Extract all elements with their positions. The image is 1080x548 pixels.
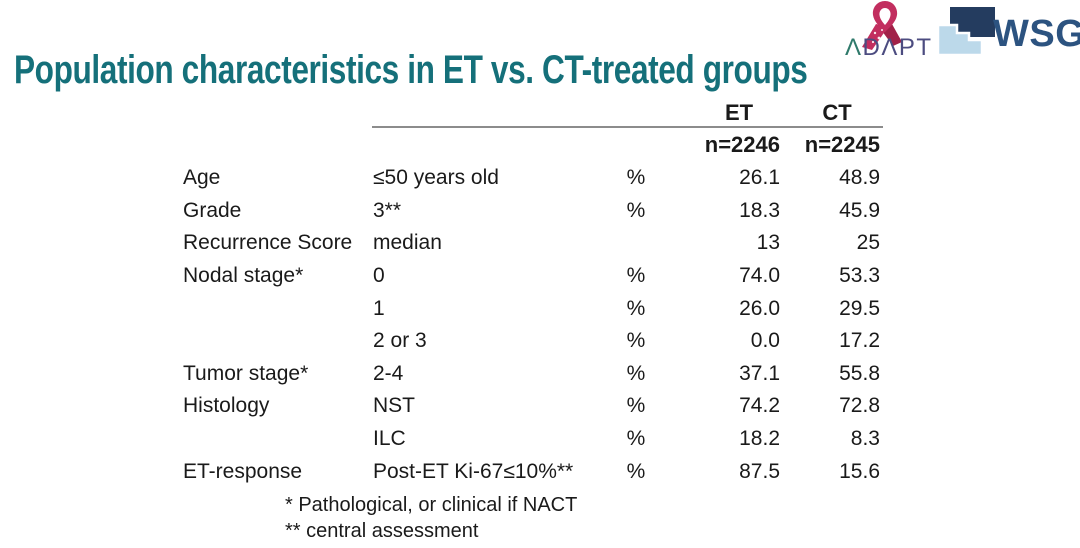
- row-unit: %: [626, 394, 646, 418]
- table-row: ET-response Post-ET Ki-67≤10%** % 87.5 1…: [183, 455, 883, 488]
- row-category: 1: [373, 296, 385, 320]
- wsg-logo: WSG: [935, 0, 1080, 62]
- wsg-overlapping-squares-icon: [936, 7, 995, 57]
- row-category: 2-4: [373, 361, 404, 385]
- row-category: 3**: [373, 198, 402, 222]
- row-ct-value: 55.8: [839, 361, 880, 385]
- row-et-value: 18.3: [739, 198, 780, 222]
- table-row: ILC % 18.2 8.3: [183, 423, 883, 456]
- table-group-header-row: ET CT: [183, 99, 883, 126]
- table-row: 1 % 26.0 29.5: [183, 292, 883, 325]
- table-row: Histology NST % 74.2 72.8: [183, 390, 883, 423]
- row-characteristic: Histology: [183, 394, 270, 418]
- row-unit: %: [626, 427, 646, 451]
- table-row: Grade 3** % 18.3 45.9: [183, 195, 883, 228]
- footnote-pathological: * Pathological, or clinical if NACT: [285, 494, 578, 516]
- row-et-value: 13: [756, 231, 780, 255]
- row-et-value: 74.2: [739, 394, 780, 418]
- adapt-logo-first-letter: Λ: [845, 34, 863, 61]
- row-et-value: 37.1: [739, 361, 780, 385]
- column-header-et: ET: [724, 99, 754, 125]
- row-category: ≤50 years old: [373, 166, 499, 190]
- row-et-value: 74.0: [739, 264, 780, 288]
- row-ct-value: 15.6: [839, 459, 880, 483]
- table-row: Tumor stage* 2-4 % 37.1 55.8: [183, 358, 883, 391]
- wsg-logo-text: WSG: [993, 13, 1080, 55]
- footnotes: * Pathological, or clinical if NACT ** c…: [285, 492, 577, 544]
- row-characteristic: Recurrence Score: [183, 231, 353, 255]
- header-rule: [372, 126, 883, 128]
- row-ct-value: 48.9: [839, 166, 880, 190]
- row-unit: %: [626, 198, 646, 222]
- row-ct-value: 72.8: [839, 394, 880, 418]
- row-category: 0: [373, 264, 385, 288]
- row-characteristic: Age: [183, 166, 221, 190]
- row-unit: %: [626, 166, 646, 190]
- row-characteristic: Tumor stage*: [183, 361, 309, 385]
- row-ct-value: 8.3: [850, 427, 880, 451]
- row-et-value: 26.0: [739, 296, 780, 320]
- footnote-central-assessment: ** central assessment: [285, 520, 479, 542]
- row-et-value: 18.2: [739, 427, 780, 451]
- row-characteristic: Grade: [183, 198, 242, 222]
- row-ct-value: 25: [856, 231, 880, 255]
- adapt-logo-text: ΛDΛPT: [845, 36, 933, 60]
- adapt-logo-rest: DΛPT: [862, 34, 933, 61]
- row-category: Post-ET Ki-67≤10%**: [373, 459, 574, 483]
- column-n-ct: n=2245: [804, 132, 880, 157]
- page-title: Population characteristics in ET vs. CT-…: [14, 48, 808, 92]
- table-row: 2 or 3 % 0.0 17.2: [183, 325, 883, 358]
- row-ct-value: 29.5: [839, 296, 880, 320]
- row-ct-value: 53.3: [839, 264, 880, 288]
- column-n-et: n=2246: [704, 132, 780, 157]
- row-category: median: [373, 231, 442, 255]
- row-category: NST: [373, 394, 415, 418]
- awareness-ribbon-icon: [862, 1, 902, 50]
- row-ct-value: 45.9: [839, 198, 880, 222]
- row-category: 2 or 3: [373, 329, 427, 353]
- row-et-value: 87.5: [739, 459, 780, 483]
- adapt-logo: ΛDΛPT: [845, 0, 940, 60]
- table-row: Recurrence Score median 13 25: [183, 227, 883, 260]
- table-row: Nodal stage* 0 % 74.0 53.3: [183, 260, 883, 293]
- row-ct-value: 17.2: [839, 329, 880, 353]
- row-unit: %: [626, 361, 646, 385]
- row-unit: %: [626, 329, 646, 353]
- row-characteristic: Nodal stage*: [183, 264, 304, 288]
- row-et-value: 26.1: [739, 166, 780, 190]
- table-n-header-row: n=2246 n=2245: [183, 128, 883, 162]
- column-header-ct: CT: [822, 99, 852, 125]
- population-table: ET CT n=2246 n=2245 Age ≤50 years old % …: [183, 99, 883, 488]
- row-unit: %: [626, 296, 646, 320]
- row-unit: %: [626, 264, 646, 288]
- row-unit: %: [626, 459, 646, 483]
- table-row: Age ≤50 years old % 26.1 48.9: [183, 162, 883, 195]
- row-characteristic: ET-response: [183, 459, 303, 483]
- row-et-value: 0.0: [750, 329, 780, 353]
- row-category: ILC: [373, 427, 406, 451]
